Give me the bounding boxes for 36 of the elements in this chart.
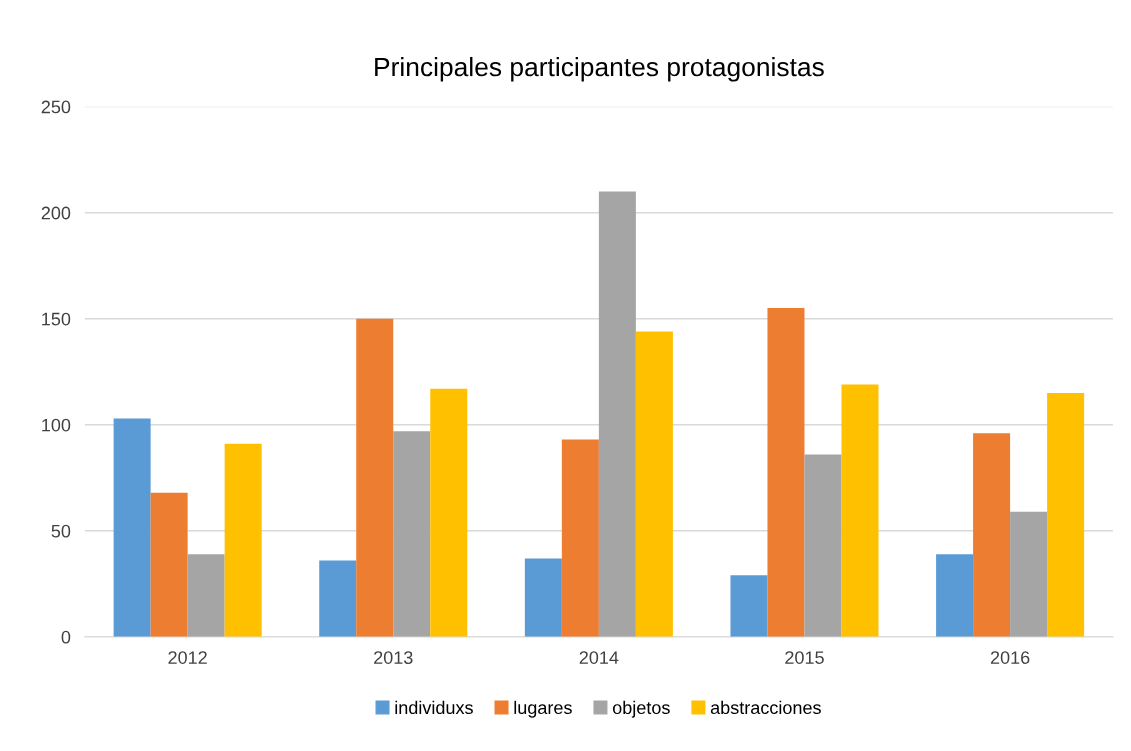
x-tick-label: 2016 bbox=[990, 651, 1030, 664]
bar bbox=[804, 454, 842, 637]
bar bbox=[319, 560, 357, 637]
y-tick-label: 250 bbox=[41, 100, 71, 114]
bar bbox=[1047, 392, 1085, 637]
y-tick-label: 100 bbox=[42, 418, 71, 432]
bar bbox=[393, 431, 431, 637]
x-tick-label: 2012 bbox=[168, 651, 207, 664]
y-tick-label: 200 bbox=[41, 206, 71, 220]
x-tick-label: 2013 bbox=[374, 651, 413, 664]
x-tick-label: 2014 bbox=[579, 651, 619, 664]
legend-label: individuxs bbox=[395, 700, 473, 715]
bar bbox=[841, 384, 879, 637]
x-tick-label: 2015 bbox=[785, 651, 824, 664]
legend-label: lugares bbox=[514, 700, 572, 718]
chart-title: Principales participantes protagonistas bbox=[375, 56, 824, 82]
bar bbox=[767, 308, 805, 637]
bar bbox=[150, 492, 188, 637]
bar bbox=[561, 439, 599, 637]
bar bbox=[356, 318, 394, 637]
legend-label: abstracciones bbox=[710, 700, 821, 715]
bar bbox=[973, 433, 1011, 637]
bar bbox=[936, 554, 974, 637]
bar bbox=[113, 418, 151, 637]
bar bbox=[730, 575, 768, 637]
bar bbox=[598, 191, 636, 637]
y-tick-label: 0 bbox=[61, 630, 71, 644]
bar bbox=[430, 388, 468, 637]
bar bbox=[635, 331, 673, 637]
bar bbox=[524, 558, 562, 637]
bar bbox=[187, 554, 225, 637]
bar bbox=[224, 443, 262, 637]
legend-label: objetos bbox=[612, 700, 670, 718]
bar bbox=[1010, 511, 1048, 637]
y-tick-label: 150 bbox=[42, 312, 71, 326]
y-tick-label: 50 bbox=[51, 524, 71, 538]
